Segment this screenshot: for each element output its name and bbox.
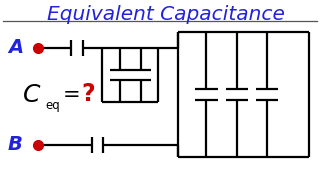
Text: B: B: [8, 135, 23, 154]
Text: A: A: [8, 38, 23, 57]
Text: Equivalent Capacitance: Equivalent Capacitance: [47, 4, 285, 24]
Text: $\mathit{C}$: $\mathit{C}$: [22, 82, 42, 107]
Text: eq: eq: [46, 99, 60, 112]
Text: ?: ?: [82, 82, 95, 106]
Text: =: =: [62, 84, 80, 105]
